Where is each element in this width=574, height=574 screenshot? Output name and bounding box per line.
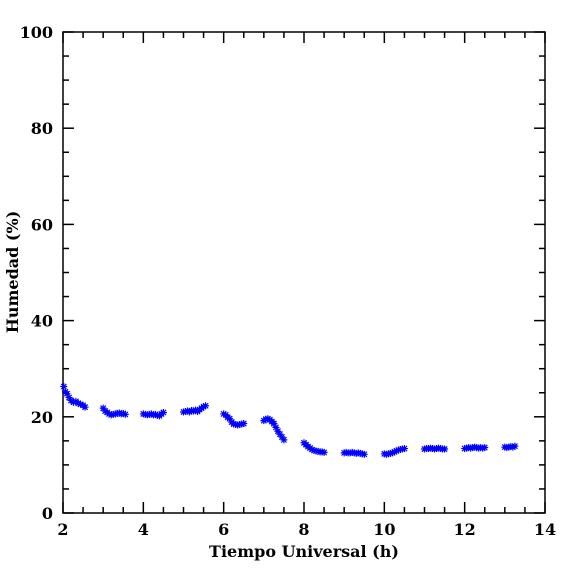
data-point [270, 420, 278, 428]
data-point [360, 450, 368, 458]
y-tick-labels: 0 20 40 60 80 100 [20, 23, 53, 523]
data-point [240, 420, 248, 428]
data-point [159, 408, 167, 416]
y-tick-label: 20 [31, 408, 53, 427]
y-tick-label: 0 [42, 504, 53, 523]
x-tick-label: 12 [454, 520, 476, 539]
x-tick-label: 10 [373, 520, 395, 539]
x-tick-label: 4 [138, 520, 149, 539]
data-point [184, 407, 192, 415]
data-point [388, 449, 396, 457]
x-tick-label: 6 [218, 520, 229, 539]
y-tick-label: 100 [20, 23, 53, 42]
x-tick-label: 2 [57, 520, 68, 539]
data-point [65, 394, 73, 402]
x-tick-label: 14 [534, 520, 556, 539]
data-points [60, 382, 519, 458]
data-point [278, 433, 286, 441]
data-point [202, 402, 210, 410]
data-point [119, 409, 127, 417]
x-tick-labels: 2 4 6 8 10 12 14 [57, 520, 556, 539]
data-point [121, 410, 129, 418]
y-tick-label: 40 [31, 312, 53, 331]
axis-ticks [62, 31, 546, 514]
data-point [441, 445, 449, 453]
data-point [74, 399, 82, 407]
data-point [400, 445, 408, 453]
data-point [115, 409, 123, 417]
data-point [220, 410, 228, 418]
data-point [77, 400, 85, 408]
data-point [264, 415, 272, 423]
y-axis-label: Humedad (%) [3, 211, 22, 334]
data-point [511, 442, 519, 450]
data-point [308, 446, 316, 454]
data-point [190, 407, 198, 415]
data-point [509, 443, 517, 451]
data-point [226, 415, 234, 423]
data-point [69, 398, 77, 406]
data-point [320, 448, 328, 456]
data-point [200, 403, 208, 411]
data-point [272, 423, 280, 431]
data-point [147, 410, 155, 418]
data-point [274, 427, 282, 435]
x-tick-label: 8 [298, 520, 309, 539]
data-point [481, 444, 489, 452]
data-point [280, 436, 288, 444]
data-point [151, 410, 159, 418]
data-point [392, 447, 400, 455]
data-point [276, 430, 284, 438]
data-point [99, 404, 107, 412]
y-tick-label: 60 [31, 215, 53, 234]
data-point [81, 403, 89, 411]
y-tick-label: 80 [31, 119, 53, 138]
data-point [105, 410, 113, 418]
data-point [390, 448, 398, 456]
data-point [60, 382, 68, 390]
data-point [63, 390, 71, 398]
x-axis-label: Tiempo Universal (h) [209, 542, 399, 561]
